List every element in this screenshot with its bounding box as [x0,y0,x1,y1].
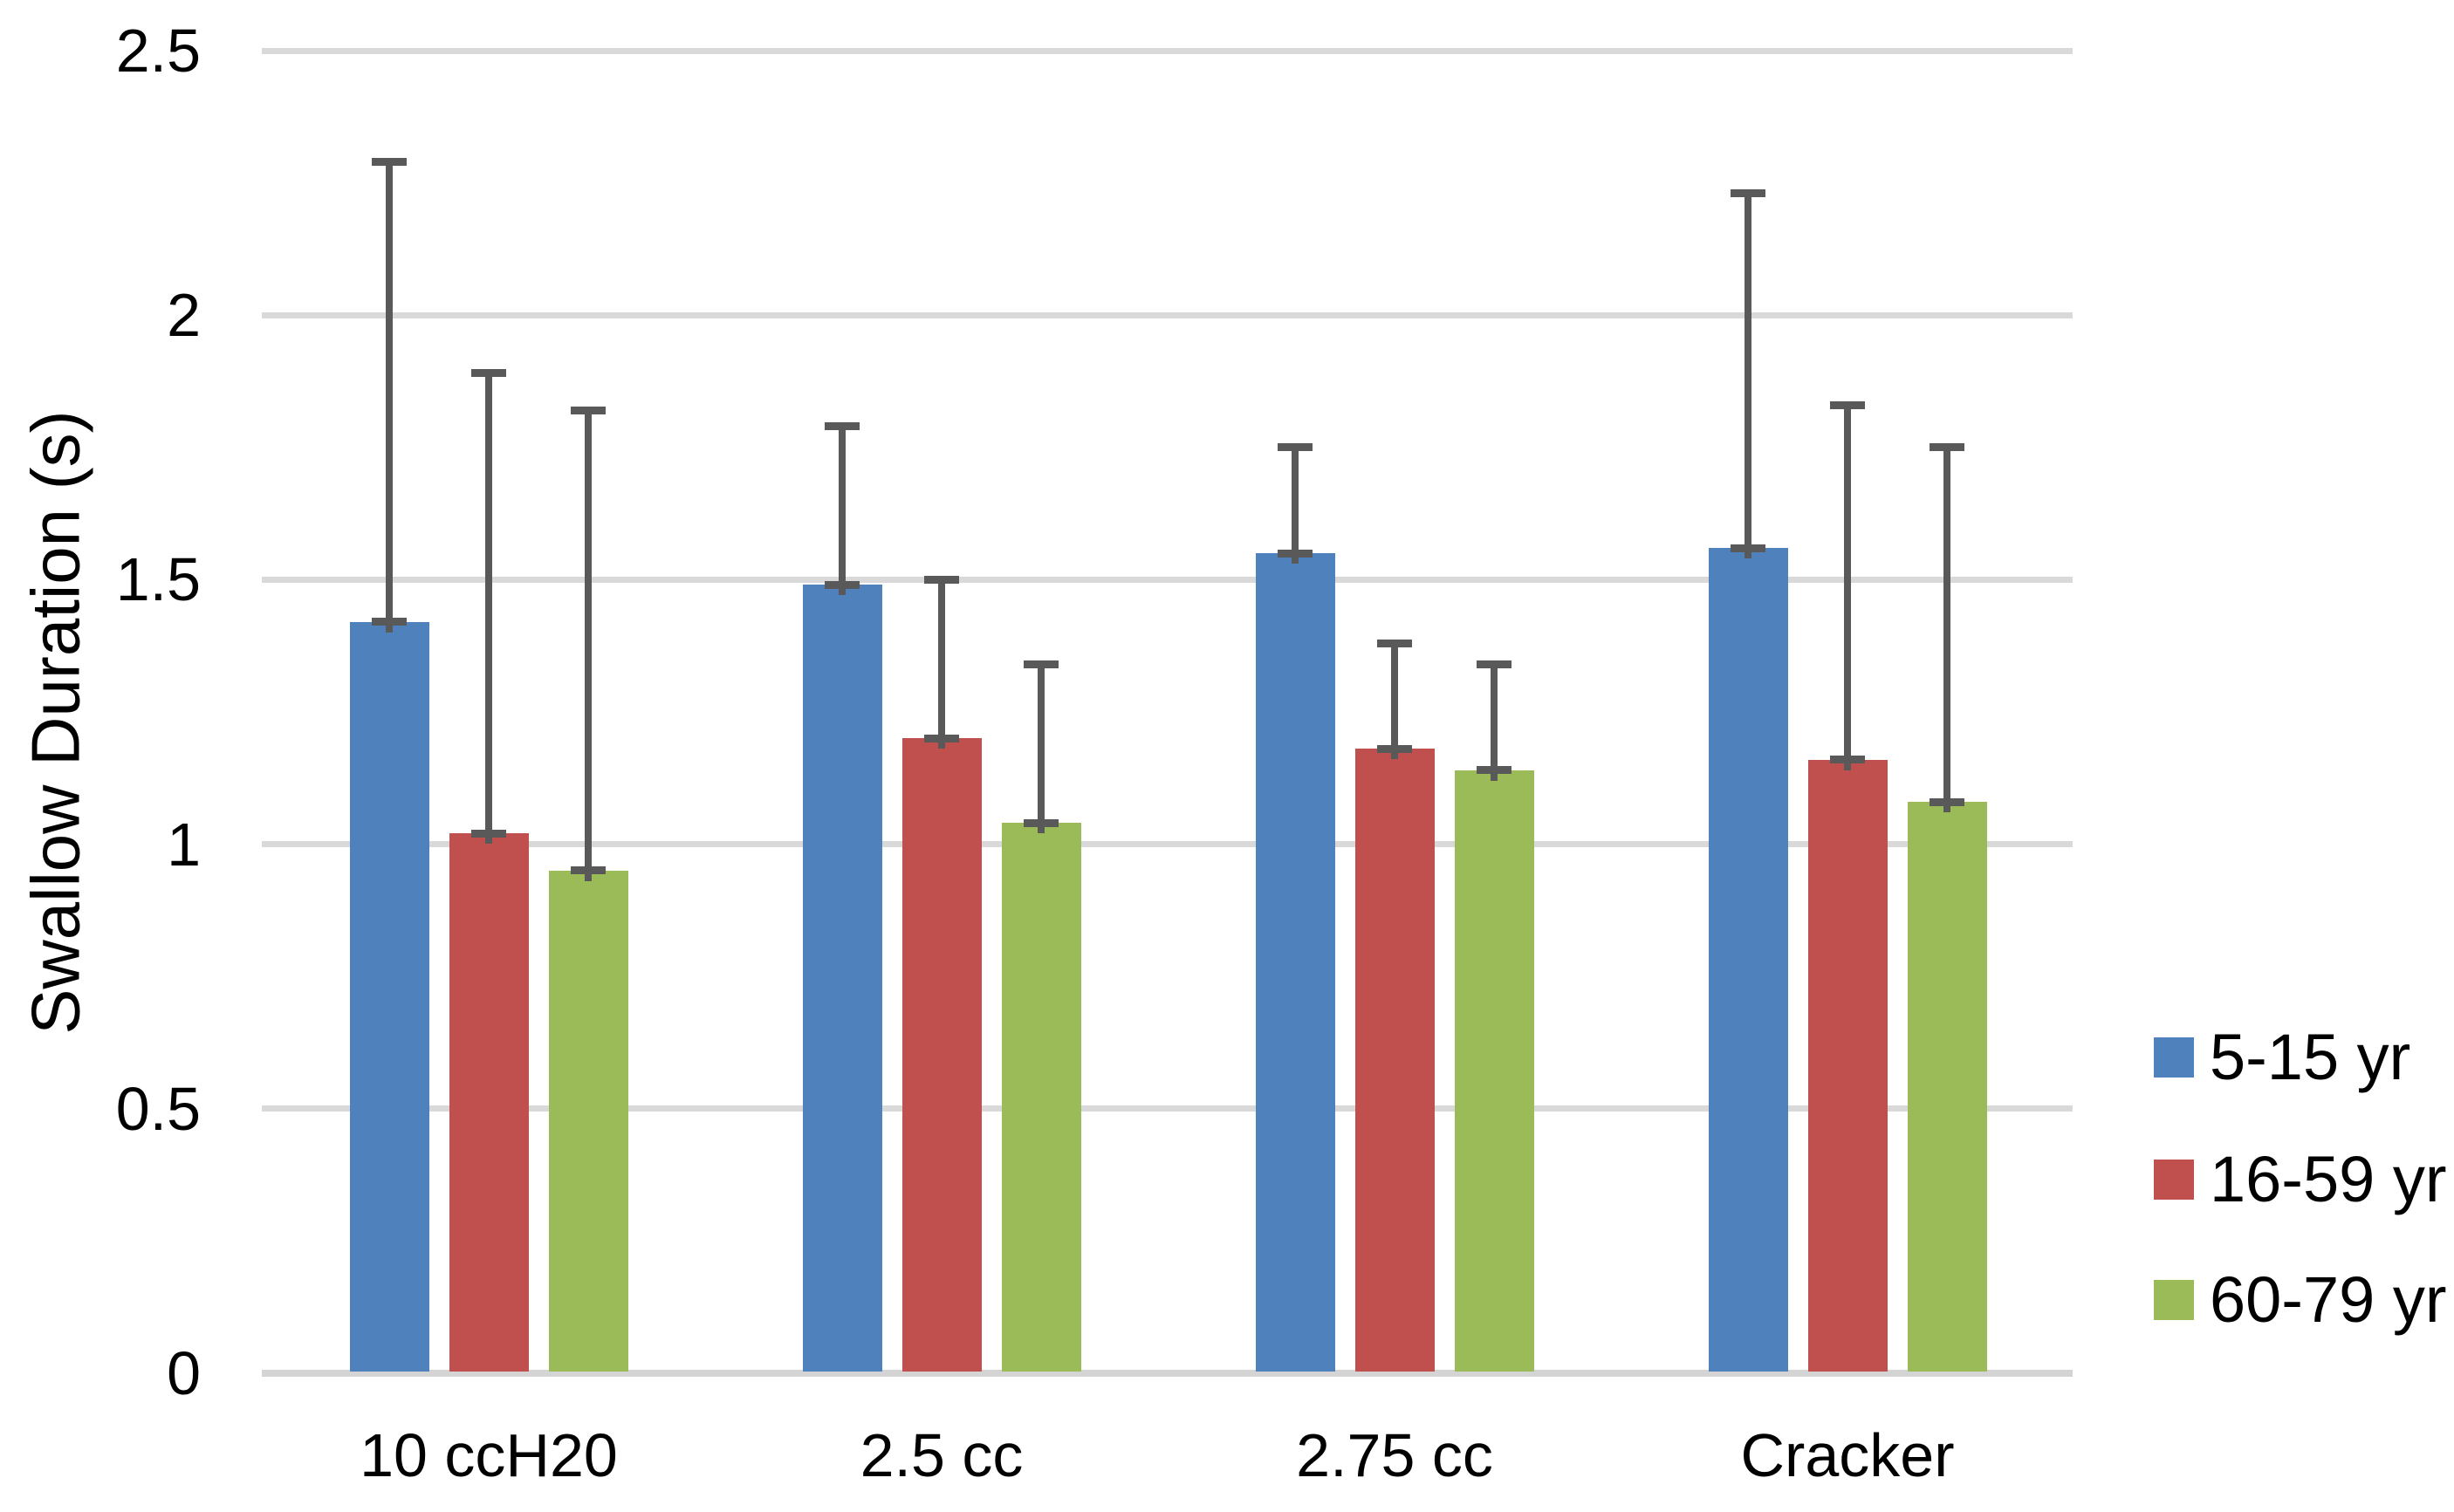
x-category-label-10-cch20: 10 ccH20 [360,1421,618,1489]
y-tick-label-1.5: 1.5 [115,545,201,614]
error-bar-stem-16-59-yr-2-5-cc [938,579,945,749]
gridline-y-1 [262,841,2073,848]
error-bar-stem-5-15-yr-2-75-cc [1292,447,1299,564]
error-bar-bottom-cap-5-15-yr-10-cch20 [372,618,407,626]
x-category-label-2-5-cc: 2.5 cc [860,1421,1024,1489]
legend-swatch-60-79-yr [2154,1280,2194,1320]
error-bar-stem-16-59-yr-10-cch20 [485,373,492,845]
error-bar-top-cap-5-15-yr-cracker [1731,189,1765,198]
error-bar-top-cap-16-59-yr-cracker [1830,400,1865,409]
error-bar-stem-60-79-yr-cracker [1943,447,1950,813]
bar-5-15-yr-2-75-cc [1255,553,1335,1372]
bar-16-59-yr-2-5-cc [901,738,982,1372]
error-bar-stem-5-15-yr-cracker [1745,193,1751,558]
bar-16-59-yr-cracker [1807,759,1888,1372]
y-tick-label-2: 2 [167,281,201,350]
y-tick-label-1: 1 [167,810,201,879]
error-bar-bottom-cap-5-15-yr-2-5-cc [825,580,860,589]
error-bar-stem-5-15-yr-2-5-cc [839,426,846,596]
x-category-label-cracker: Cracker [1740,1421,1955,1489]
x-axis-line [262,1370,2073,1377]
y-tick-label-0.5: 0.5 [115,1074,201,1143]
error-bar-top-cap-16-59-yr-10-cch20 [471,369,506,378]
y-tick-label-2.5: 2.5 [115,17,201,85]
bar-60-79-yr-2-75-cc [1454,770,1534,1372]
y-tick-label-0: 0 [167,1339,201,1407]
error-bar-bottom-cap-60-79-yr-2-5-cc [1024,818,1059,827]
error-bar-stem-60-79-yr-10-cch20 [585,410,592,881]
error-bar-stem-60-79-yr-2-75-cc [1491,664,1498,781]
error-bar-stem-16-59-yr-cracker [1844,405,1851,770]
error-bar-top-cap-16-59-yr-2-75-cc [1377,639,1412,647]
bar-16-59-yr-2-75-cc [1354,749,1435,1372]
bar-60-79-yr-10-cch20 [548,870,628,1372]
gridline-y-1.5 [262,576,2073,583]
legend-label-16-59-yr: 16-59 yr [2210,1143,2447,1215]
error-bar-top-cap-60-79-yr-2-5-cc [1024,660,1059,668]
error-bar-stem-60-79-yr-2-5-cc [1038,664,1045,834]
error-bar-top-cap-5-15-yr-2-75-cc [1278,443,1313,452]
legend-swatch-5-15-yr [2154,1037,2194,1078]
bar-5-15-yr-10-cch20 [349,621,429,1372]
gridline-y-2 [262,311,2073,318]
error-bar-bottom-cap-16-59-yr-10-cch20 [471,829,506,838]
error-bar-bottom-cap-60-79-yr-2-75-cc [1477,766,1511,775]
bar-5-15-yr-2-5-cc [802,585,882,1372]
error-bar-bottom-cap-16-59-yr-2-75-cc [1377,744,1412,753]
error-bar-bottom-cap-5-15-yr-cracker [1731,544,1765,552]
gridline-y-2.5 [262,47,2073,54]
gridline-y-0.5 [262,1105,2073,1112]
legend-label-5-15-yr: 5-15 yr [2210,1021,2411,1093]
bar-60-79-yr-2-5-cc [1001,823,1081,1372]
error-bar-top-cap-5-15-yr-10-cch20 [372,157,407,166]
error-bar-top-cap-5-15-yr-2-5-cc [825,422,860,431]
error-bar-bottom-cap-5-15-yr-2-75-cc [1278,549,1313,558]
error-bar-top-cap-60-79-yr-cracker [1930,443,1964,452]
bar-16-59-yr-10-cch20 [449,833,529,1372]
legend-label-60-79-yr: 60-79 yr [2210,1263,2447,1336]
bar-5-15-yr-cracker [1708,548,1788,1372]
legend-swatch-16-59-yr [2154,1160,2194,1200]
error-bar-stem-16-59-yr-2-75-cc [1391,643,1398,760]
x-category-label-2-75-cc: 2.75 cc [1296,1421,1493,1489]
error-bar-top-cap-60-79-yr-10-cch20 [571,406,606,414]
bar-60-79-yr-cracker [1907,802,1987,1372]
error-bar-bottom-cap-16-59-yr-2-5-cc [924,734,959,742]
error-bar-bottom-cap-60-79-yr-10-cch20 [571,866,606,875]
error-bar-stem-5-15-yr-10-cch20 [386,161,393,633]
error-bar-top-cap-16-59-yr-2-5-cc [924,575,959,584]
error-bar-bottom-cap-60-79-yr-cracker [1930,797,1964,806]
y-axis-title: Swallow Duration (s) [17,410,94,1035]
error-bar-top-cap-60-79-yr-2-75-cc [1477,660,1511,668]
error-bar-bottom-cap-16-59-yr-cracker [1830,756,1865,764]
